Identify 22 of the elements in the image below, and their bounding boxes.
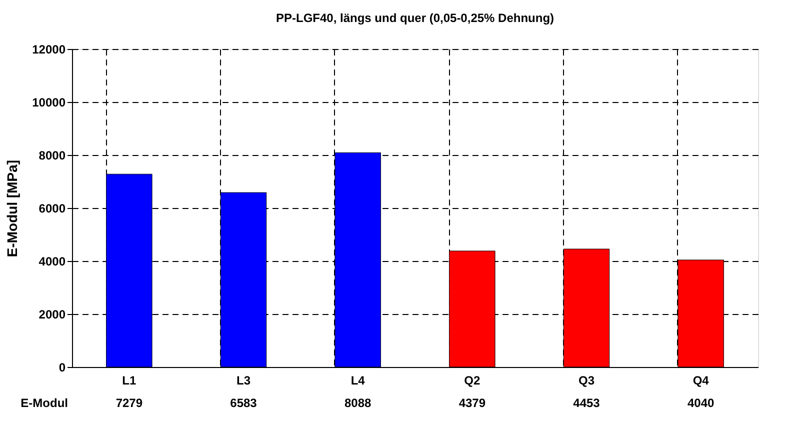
y-tick-label: 2000 (38, 308, 66, 322)
y-tick-label: 10000 (32, 96, 66, 110)
x-tick-label: Q4 (692, 374, 710, 388)
y-axis-title: E-Modul [MPa] (4, 160, 20, 258)
y-tick-label: 0 (58, 360, 66, 374)
chart-title: PP-LGF40, längs und quer (0,05-0,25% Dehnung) (276, 11, 554, 25)
data-label: 8088 (344, 396, 372, 410)
x-tick-label: Q2 (464, 374, 480, 388)
data-label: 7279 (116, 396, 143, 410)
data-label: 4379 (458, 396, 486, 410)
text: E-Modul (20, 396, 68, 410)
x-tick-label: L3 (236, 374, 251, 388)
y-tick-label: 12000 (32, 42, 66, 56)
x-tick-label: L1 (122, 374, 136, 388)
y-tick-label: 8000 (38, 148, 66, 162)
data-label: 4040 (687, 396, 715, 410)
y-tick-label: 4000 (38, 254, 66, 268)
x-tick-label: L4 (350, 374, 366, 388)
data-label: 4453 (573, 396, 600, 410)
x-tick-label: Q3 (578, 374, 595, 388)
data-label: 6583 (230, 396, 258, 410)
y-tick-label: 6000 (38, 202, 66, 216)
